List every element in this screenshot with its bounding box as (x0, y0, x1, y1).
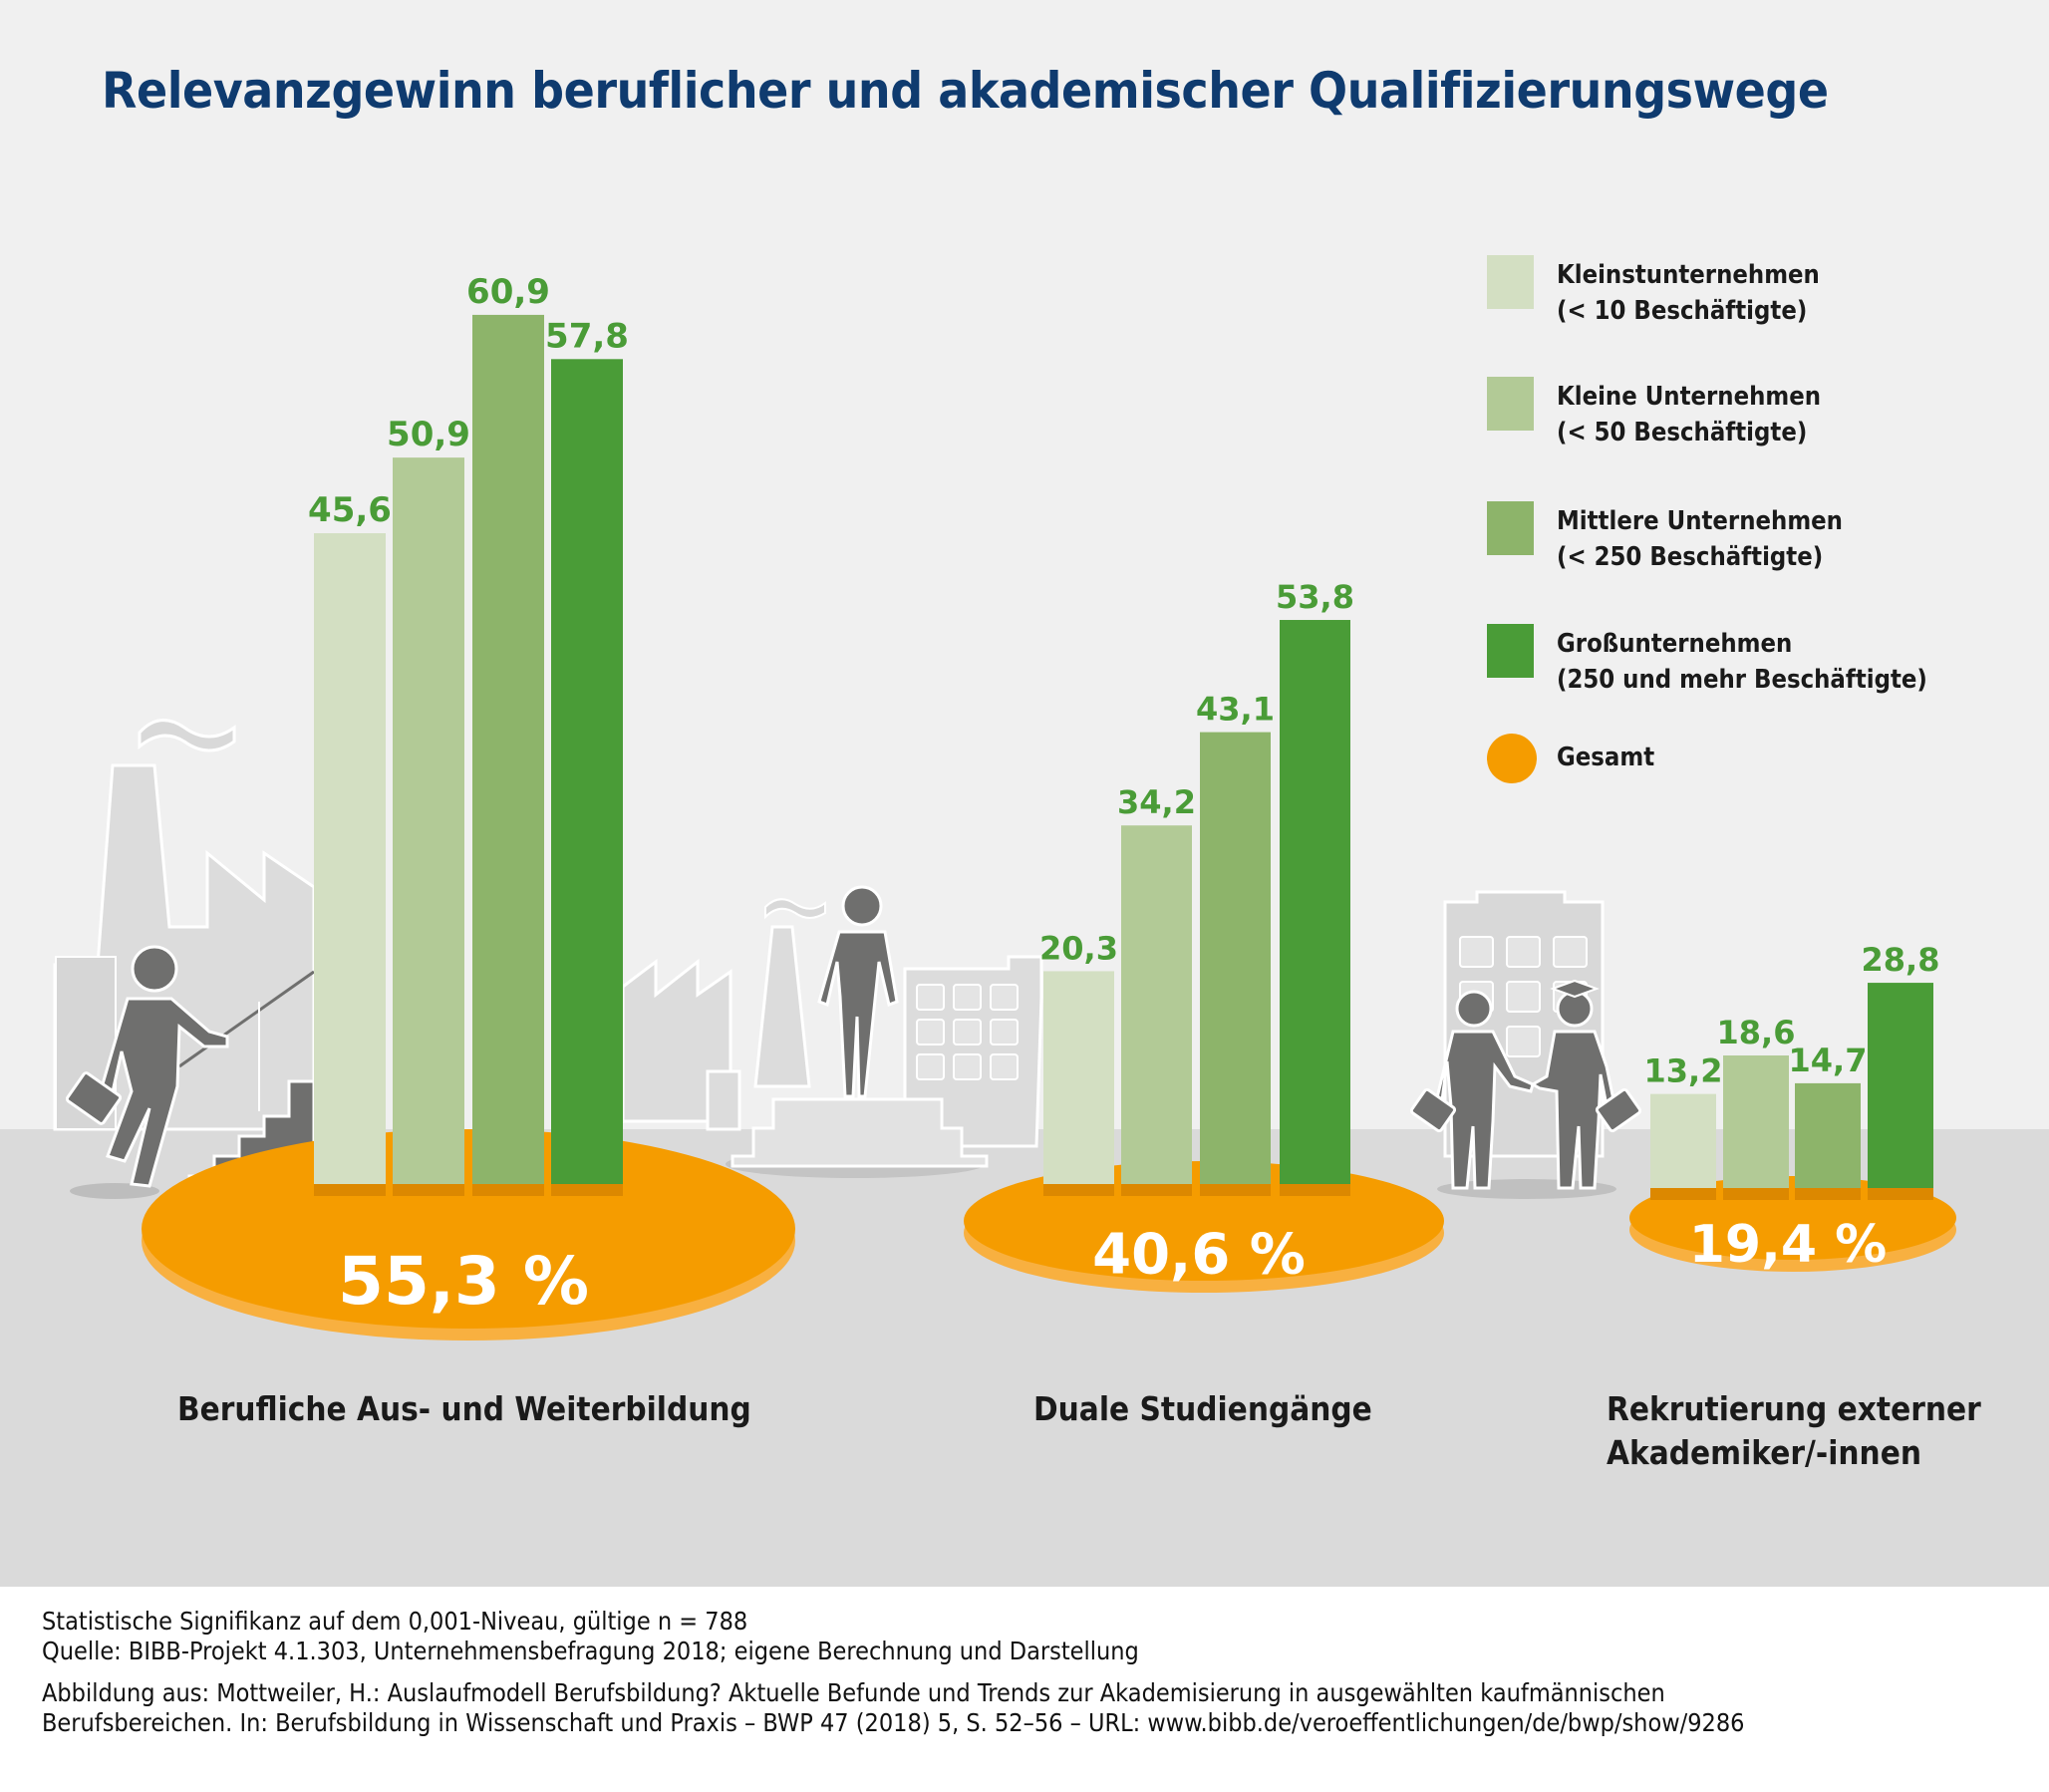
category-label-duale-studiengaenge: Duale Studiengänge (1033, 1387, 1372, 1431)
legend-sublabel: (250 und mehr Beschäftigte) (1557, 665, 1927, 695)
bar-base-shadow (1795, 1188, 1861, 1200)
legend-label: Kleine Unternehmen (1557, 382, 1822, 412)
bar-value-label: 20,3 (1039, 929, 1118, 967)
legend-swatch (1487, 501, 1534, 555)
legend-swatch (1487, 624, 1534, 678)
footer-citation-line-2: Berufsbereichen. In: Berufsbildung in Wi… (42, 1708, 1745, 1737)
category-label-rekrutierung: Rekrutierung externer Akademiker/-innen (1607, 1387, 1981, 1475)
handshake-people-icon (1409, 979, 1642, 1190)
footer-source-note: Quelle: BIBB-Projekt 4.1.303, Unternehme… (42, 1637, 1139, 1665)
bar-base-shadow (472, 1184, 544, 1196)
bar-group-2: 20,3 34,2 43,1 53,8 40,6 % (964, 578, 1444, 1293)
bar-group-1: 45,6 50,9 60,957,8 55,3 % (142, 272, 795, 1341)
category-label-line: Berufliche Aus- und Weiterbildung (177, 1389, 751, 1428)
legend-sublabel: (< 50 Beschäftigte) (1557, 418, 1808, 448)
legend-label: Gesamt (1557, 743, 1655, 772)
legend-sublabel: (< 10 Beschäftigte) (1557, 296, 1808, 326)
bar-base-shadow (314, 1184, 386, 1196)
legend-item-grossunternehmen: Großunternehmen (250 und mehr Beschäftig… (1487, 624, 2005, 695)
legend-label: Mittlere Unternehmen (1557, 506, 1843, 536)
bar-value-label: 14,7 (1789, 1042, 1868, 1079)
bar (1200, 732, 1271, 1184)
bar-value-label: 53,8 (1276, 578, 1354, 616)
footer-background (0, 1587, 2049, 1792)
footer-notes: Statistische Signifikanz auf dem 0,001-N… (42, 1607, 1744, 1738)
bar (1868, 983, 1933, 1188)
bar (472, 314, 544, 1184)
legend-item-kleinstunternehmen: Kleinstunternehmen (< 10 Beschäftigte) (1487, 255, 2005, 326)
bar-base-shadow (1723, 1188, 1789, 1200)
bar-base-shadow (551, 1184, 623, 1196)
bar (1795, 1082, 1861, 1188)
bar (1280, 620, 1350, 1184)
legend-swatch (1487, 255, 1534, 309)
bar-base-shadow (1868, 1188, 1933, 1200)
legend-label: Kleinstunternehmen (1557, 260, 1820, 290)
total-value-label: 40,6 % (1092, 1223, 1306, 1288)
footer-significance-note: Statistische Signifikanz auf dem 0,001-N… (42, 1607, 748, 1636)
legend-item-mittlere-unternehmen: Mittlere Unternehmen (< 250 Beschäftigte… (1487, 501, 2005, 572)
bar-base-shadow (1043, 1184, 1114, 1196)
bar (393, 457, 464, 1184)
legend-sublabel: (< 250 Beschäftigte) (1557, 542, 1824, 572)
category-label-berufliche-bildung: Berufliche Aus- und Weiterbildung (177, 1387, 751, 1431)
bar-value-label: 13,2 (1644, 1052, 1723, 1090)
graduation-cap-icon (1550, 979, 1600, 999)
bar-value-label: 45,6 (308, 490, 392, 530)
bar-base-shadow (393, 1184, 464, 1196)
bar-value-label: 18,6 (1717, 1014, 1796, 1051)
bar-base-shadow (1121, 1184, 1192, 1196)
bar-value-label: 57,8 (545, 316, 629, 356)
category-label-line: Akademiker/-innen (1607, 1433, 1921, 1472)
chart-title: Relevanzgewinn beruflicher und akademisc… (102, 62, 1829, 120)
bar (1043, 971, 1114, 1184)
footer-citation-line-1: Abbildung aus: Mottweiler, H.: Auslaufmo… (42, 1678, 1665, 1707)
bar-group-3: 13,218,614,7 28,8 19,4 % (1629, 941, 1956, 1275)
factory-illustration-middle (621, 898, 1043, 1178)
category-label-line: Duale Studiengänge (1033, 1389, 1372, 1428)
bar-value-label: 50,9 (387, 415, 470, 454)
bar-value-label: 28,8 (1862, 941, 1940, 979)
total-value-label: 19,4 % (1689, 1215, 1888, 1275)
bar-value-label: 34,2 (1117, 783, 1196, 821)
bar-base-shadow (1650, 1188, 1716, 1200)
bar-base-shadow (1200, 1184, 1271, 1196)
category-label-line: Rekrutierung externer (1607, 1389, 1981, 1428)
legend-item-gesamt: Gesamt (1487, 734, 2005, 803)
bar (551, 359, 623, 1185)
bar-value-label: 60,9 (466, 272, 550, 312)
legend-swatch (1487, 377, 1534, 431)
podium-icon (731, 1097, 989, 1168)
bar (1121, 825, 1192, 1184)
bar-base-shadow (1280, 1184, 1350, 1196)
bar (1650, 1093, 1716, 1188)
smoke-icon (138, 719, 236, 752)
legend-circle-swatch (1487, 734, 1537, 783)
bar (1723, 1055, 1789, 1188)
total-platform (142, 1129, 795, 1329)
total-value-label: 55,3 % (338, 1243, 589, 1320)
bar (314, 533, 386, 1184)
bar-value-label: 43,1 (1196, 691, 1275, 729)
smoke-icon (764, 898, 826, 920)
standing-person-icon (817, 885, 899, 1098)
legend-item-kleine-unternehmen: Kleine Unternehmen (< 50 Beschäftigte) (1487, 377, 2005, 448)
legend-label: Großunternehmen (1557, 629, 1793, 659)
